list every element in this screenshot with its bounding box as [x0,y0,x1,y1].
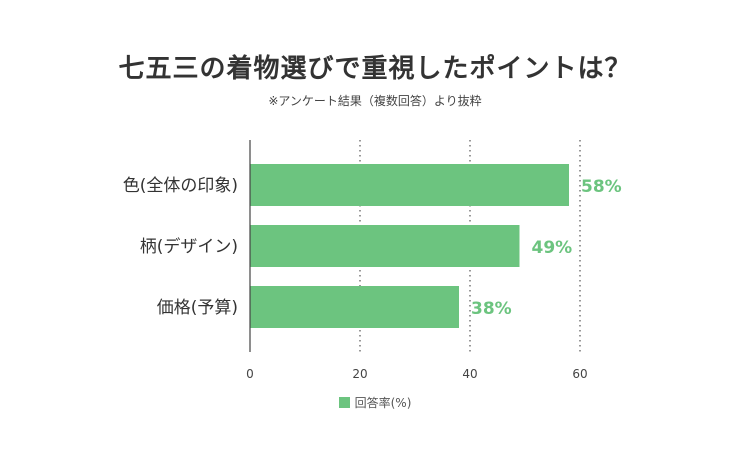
category-label: 柄(デザイン) [140,236,238,257]
bar [250,286,459,328]
x-tick-label: 60 [572,367,587,381]
value-label: 38% [471,299,512,319]
legend-swatch [338,397,350,408]
bar [250,164,569,206]
legend-label: 回答率(%) [354,396,412,410]
bar [250,225,520,267]
x-tick-label: 20 [352,367,367,381]
chart-subtitle: ※アンケート結果（複数回答）より抜粋 [268,94,482,108]
category-label: 色(全体の印象) [123,176,238,196]
value-label: 58% [581,177,622,197]
legend: 回答率(%) [0,394,750,411]
value-label: 49% [532,238,573,258]
x-tick-label: 40 [462,367,477,381]
x-tick-label: 0 [246,367,254,381]
chart-title: 七五三の着物選びで重視したポイントは？ [118,54,632,84]
category-label: 価格(予算) [157,298,238,318]
